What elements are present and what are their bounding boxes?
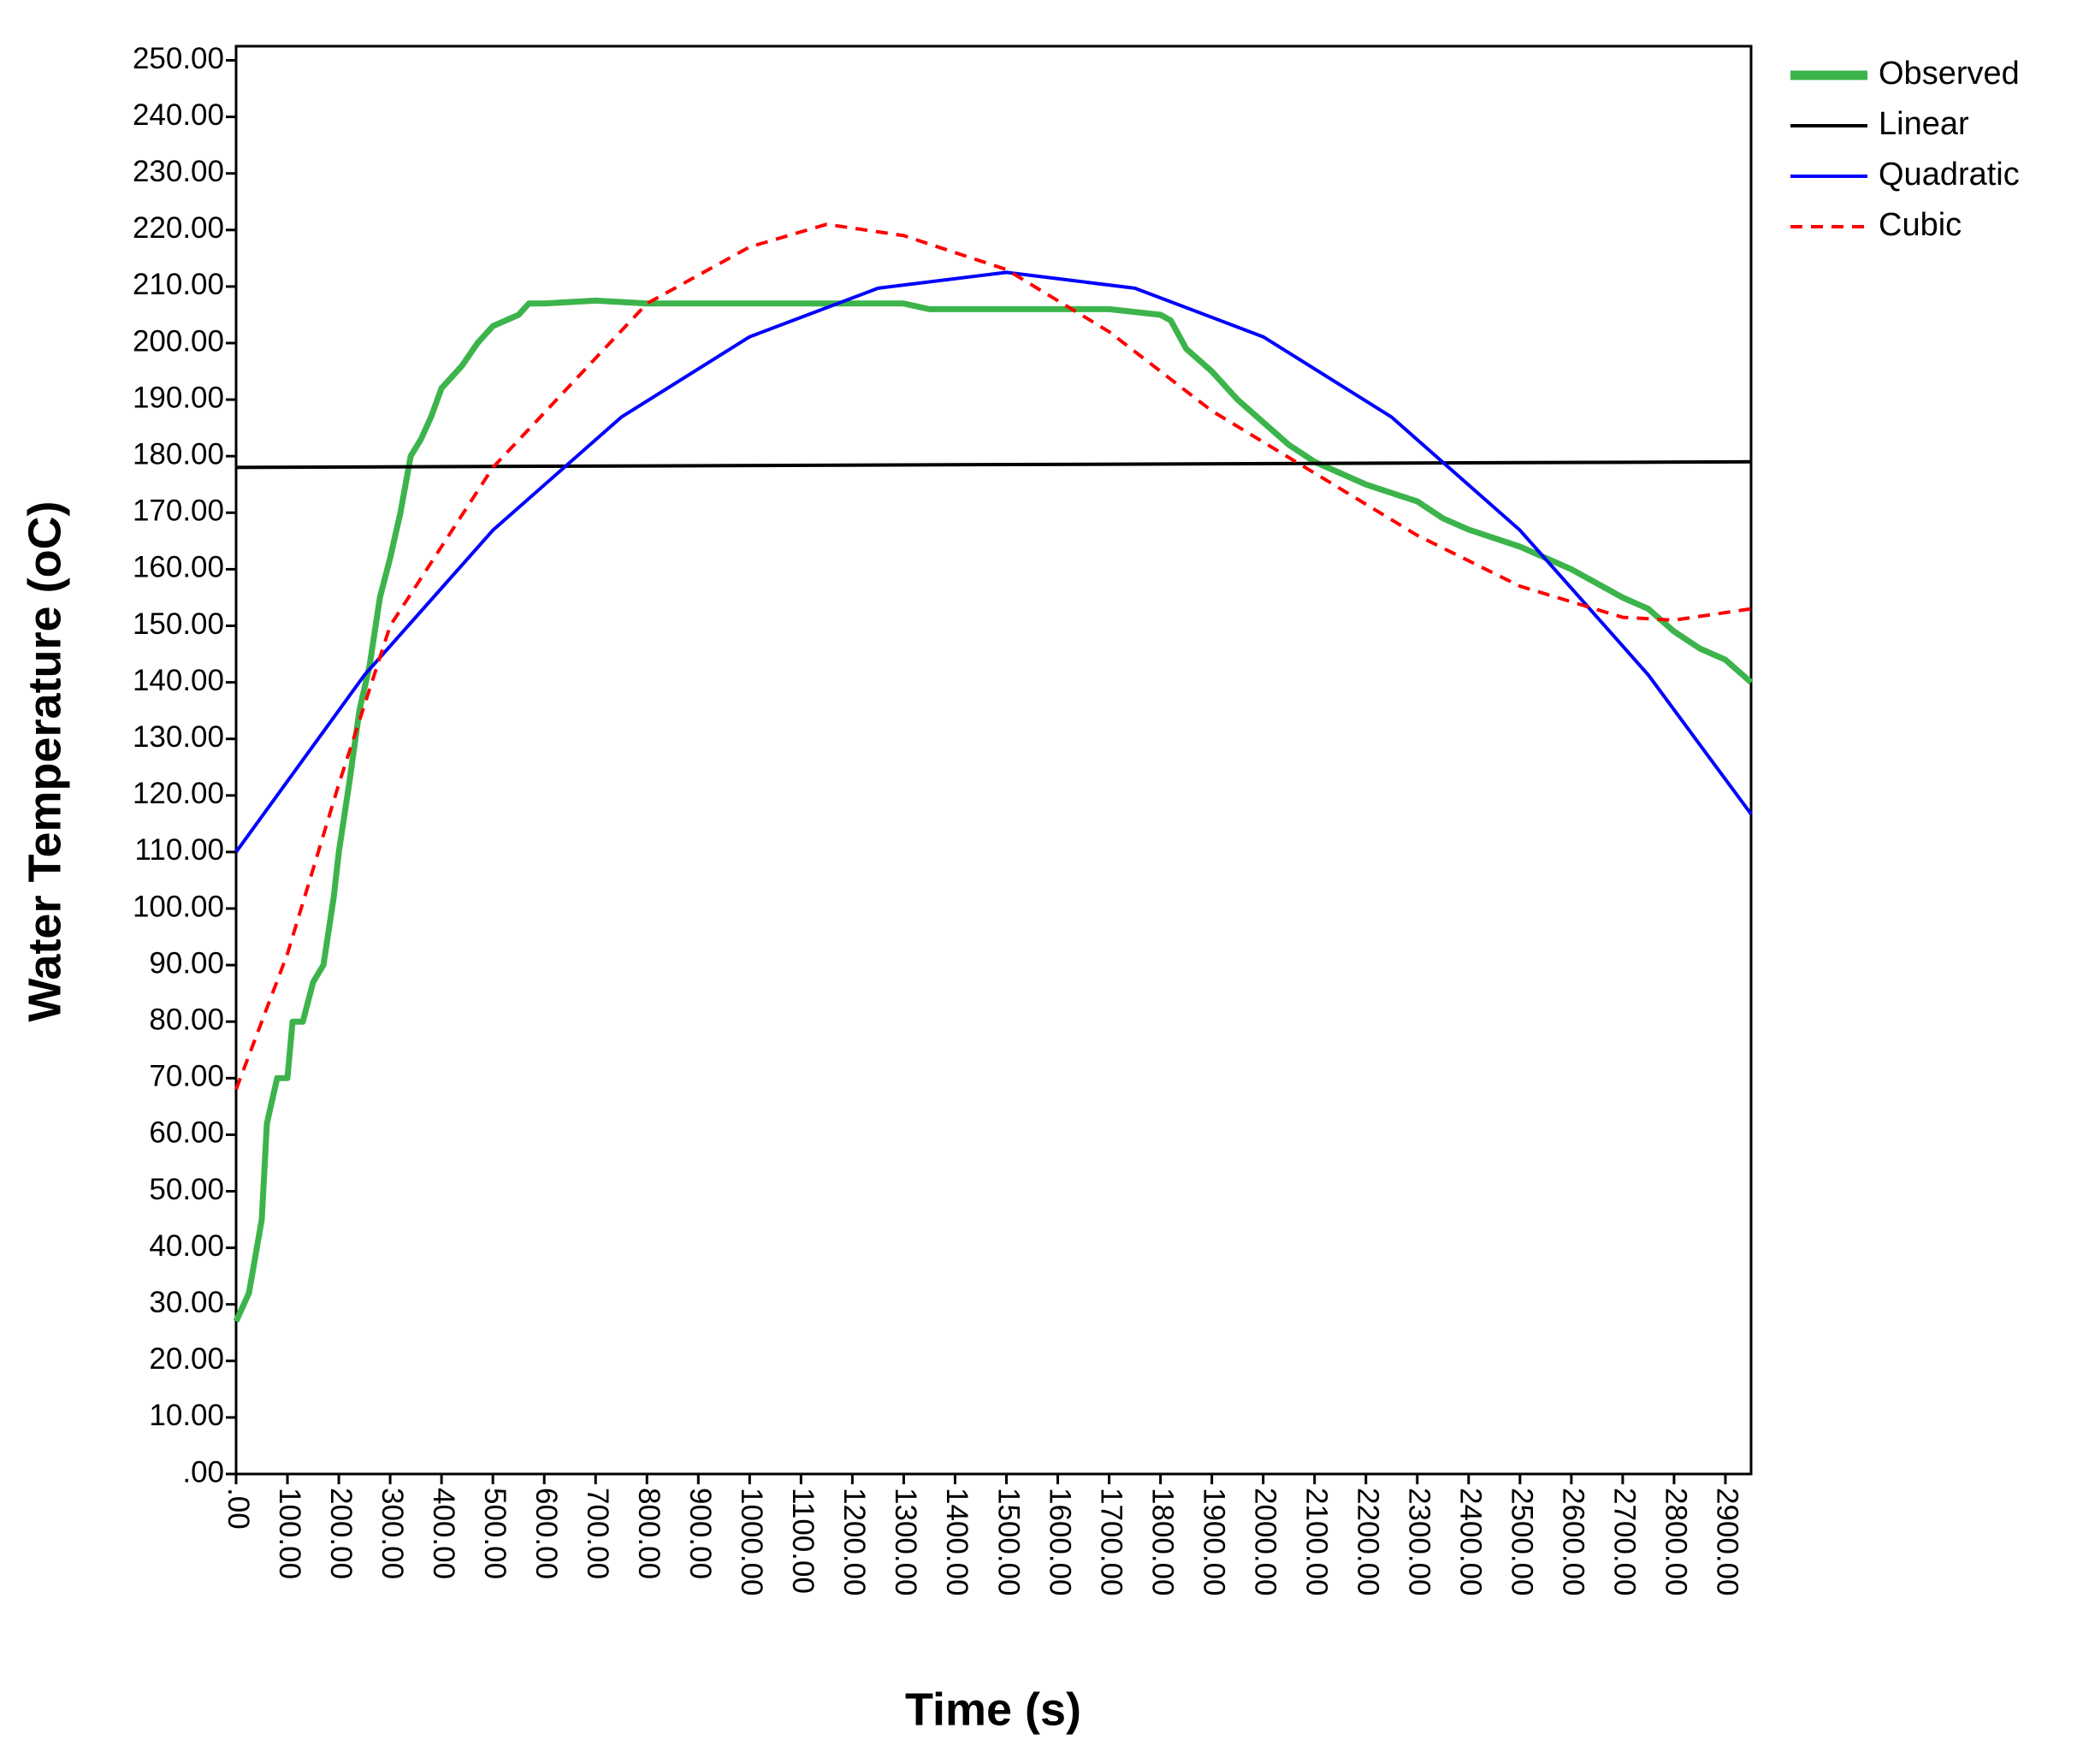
y-tick-label: 230.00 [133,155,224,188]
legend-label: Linear [1879,106,1969,142]
y-tick-label: 240.00 [133,98,224,132]
x-tick-label: 2900.00 [1711,1488,1744,1596]
y-tick-label: 170.00 [133,494,224,528]
x-tick-label: 100.00 [273,1488,306,1579]
series-line [234,222,1752,1091]
y-tick-label: 210.00 [133,268,224,301]
y-tick-label: 150.00 [133,607,224,641]
y-tick-label: 40.00 [149,1229,224,1263]
legend-label: Quadratic [1879,157,2020,192]
y-tick-label: 120.00 [133,777,224,810]
y-tick-label: 110.00 [135,833,224,867]
y-tick-label: .00 [182,1455,224,1489]
x-tick-label: 1000.00 [735,1488,768,1596]
x-tick-label: 1700.00 [1094,1488,1127,1596]
y-tick-label: 200.00 [133,324,224,358]
y-tick-label: 100.00 [133,890,224,923]
x-tick-label: 1200.00 [837,1488,871,1596]
x-tick-label: 1800.00 [1145,1488,1179,1596]
y-tick-label: 50.00 [149,1173,224,1206]
x-tick-label: 200.00 [324,1488,358,1579]
y-tick-label: 70.00 [149,1060,224,1093]
x-tick-label: 2000.00 [1248,1488,1281,1596]
x-tick-label: 1100.00 [786,1488,820,1594]
y-tick-label: 130.00 [133,720,224,754]
x-tick-label: 2400.00 [1454,1488,1488,1596]
legend-label: Cubic [1879,207,1962,243]
y-tick-label: 250.00 [133,42,224,75]
x-tick-label: 800.00 [632,1488,666,1579]
y-tick-label: 10.00 [149,1399,224,1432]
series-line [234,270,1753,854]
y-tick-label: 160.00 [133,551,224,584]
y-tick-label: 80.00 [149,1003,224,1036]
x-tick-label: 1300.00 [889,1488,922,1596]
x-tick-label: 1600.00 [1043,1488,1076,1596]
x-tick-label: 500.00 [478,1488,512,1579]
plot-area [234,44,1753,1476]
x-tick-label: 2800.00 [1660,1488,1693,1596]
legend-label: Observed [1879,56,2020,92]
y-tick-label: 180.00 [133,437,224,471]
y-tick-label: 190.00 [133,381,224,414]
x-tick-label: 2600.00 [1557,1488,1590,1596]
x-tick-label: 1400.00 [940,1488,973,1596]
x-tick-label: 900.00 [683,1488,717,1579]
y-tick-label: 220.00 [133,211,224,245]
x-tick-label: 2500.00 [1506,1488,1539,1596]
x-tick-label: 2100.00 [1299,1488,1333,1596]
x-tick-label: 1500.00 [991,1488,1025,1596]
y-axis-title: Water Temperature (oC) [19,500,70,1021]
y-tick-label: 20.00 [149,1342,224,1376]
series-line [233,297,1754,1323]
y-tick-label: 140.00 [133,664,224,697]
x-tick-label: 400.00 [427,1488,460,1579]
x-tick-label: 1900.00 [1197,1488,1230,1596]
x-axis-title: Time (s) [905,1684,1081,1735]
x-tick-label: 2300.00 [1403,1488,1436,1596]
x-tick-label: 600.00 [530,1488,563,1579]
x-tick-label: .00 [222,1488,255,1530]
y-tick-label: 90.00 [149,946,224,980]
series-line [235,459,1752,470]
x-tick-label: 700.00 [581,1488,614,1579]
x-tick-label: 2700.00 [1608,1488,1642,1596]
y-tick-label: 30.00 [149,1286,224,1319]
x-tick-label: 2200.00 [1351,1488,1384,1596]
y-tick-label: 60.00 [149,1116,224,1150]
x-tick-label: 300.00 [376,1488,409,1579]
